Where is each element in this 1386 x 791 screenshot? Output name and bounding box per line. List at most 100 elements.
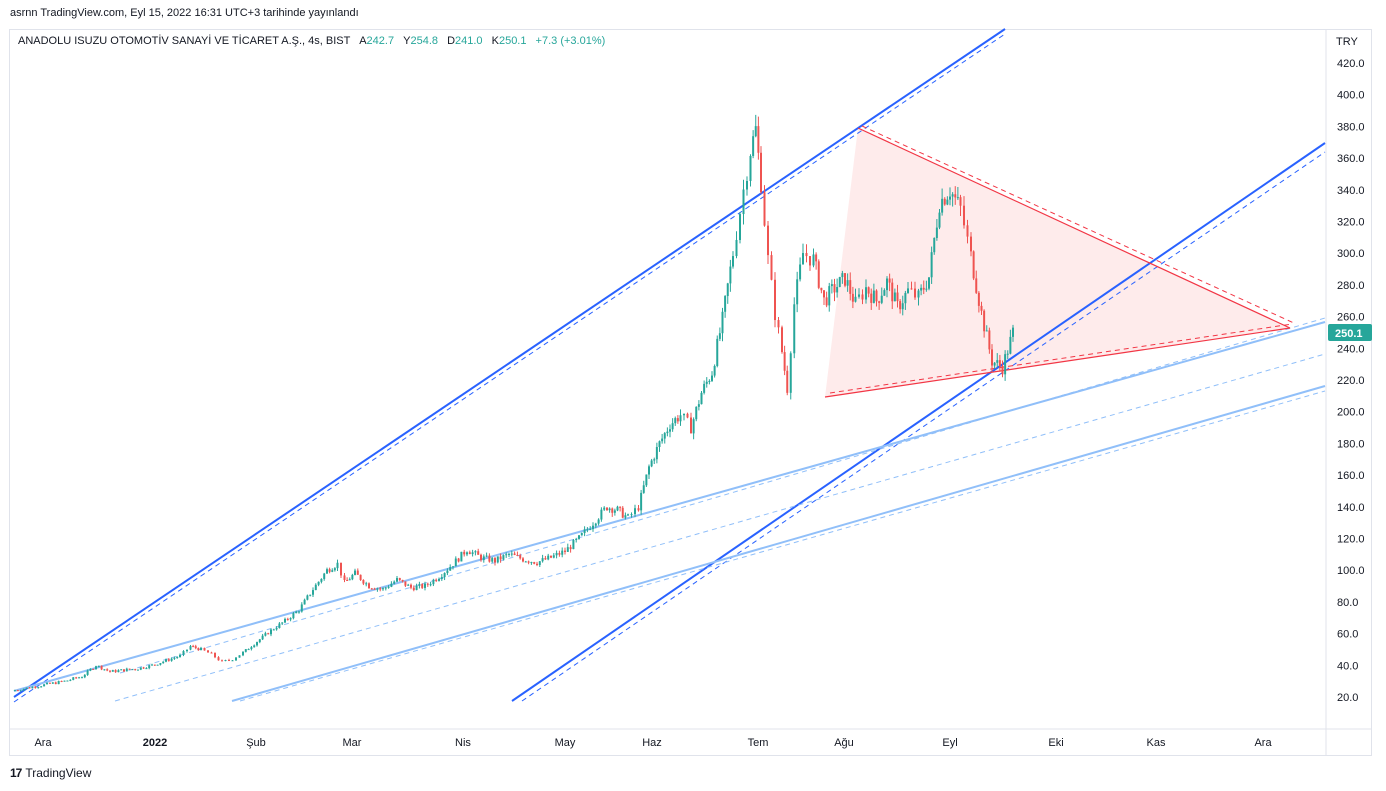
candle-body [695,406,698,420]
candle-body [440,577,443,580]
upper-trendline[interactable] [13,28,1006,698]
candle-body [524,561,527,563]
candle-body [703,383,706,393]
candle-body [40,686,43,688]
candle-body [988,330,991,350]
candle-body [111,670,114,672]
tradingview-brand[interactable]: 17 TradingView [10,766,91,780]
candle-body [69,679,72,681]
triangle-lower-line[interactable] [824,327,1291,398]
candle-body [435,579,438,581]
trendline-drawings[interactable] [13,28,1326,703]
candle-body [97,665,100,667]
candle-body [854,296,857,302]
channel-upper-line[interactable] [13,321,1326,692]
candle-body [858,294,860,297]
candle-body [244,649,247,652]
candle-body [928,277,930,289]
candle-body [396,578,398,582]
time-tick-label: Ara [34,737,52,749]
candle-body [460,551,463,562]
candle-body [312,590,314,595]
candle-body [151,664,153,666]
price-tick-label: 180.0 [1337,438,1365,450]
candle-body [272,629,275,631]
candle-body [235,657,237,661]
candle-body [491,558,494,562]
candle-body [621,507,624,518]
candle-body [401,579,404,582]
candle-body [983,310,986,332]
price-axis[interactable]: 420.0 400.0 380.0 360.0 340.0 320.0 300.0 280.0… [1337,58,1365,704]
candle-body [326,569,328,574]
candle-body [708,380,711,382]
candle-body [323,573,326,579]
candle-body [103,669,106,671]
candle-body [128,668,131,670]
candle-body [320,578,323,582]
time-tick-label: Haz [642,737,662,749]
candle-body [533,562,536,564]
price-tick-label: 360.0 [1337,153,1365,165]
price-tick-label: 340.0 [1337,185,1365,197]
candle-body [949,196,951,200]
open-label: A [359,35,367,47]
candle-body [264,633,267,636]
candle-body [812,254,815,266]
candle-body [106,669,109,671]
candle-body [757,126,760,153]
support-trendline[interactable] [511,142,1326,702]
candle-body [875,290,878,302]
candle-body [238,655,241,658]
candle-body [925,288,928,290]
candle-body [176,657,179,659]
candle-body [270,629,272,635]
candle-body [739,214,741,240]
candle-body [72,677,75,680]
candle-body [317,581,320,585]
candle-body [452,566,454,568]
candle-body [586,529,589,531]
time-axis[interactable]: Ara 2022 Şub Mar Nis May Haz Tem Ağu Eyl Eki Kas Ara [34,737,1272,749]
candle-body [463,551,466,555]
candle-body [354,570,356,575]
candle-body [162,661,165,664]
candle-body [117,670,120,673]
candle-body [179,654,181,658]
candle-body [922,287,925,290]
candle-body [941,198,944,213]
candle-body [502,555,505,560]
candle-body [496,556,499,563]
candle-body [37,687,40,689]
candle-body [454,558,457,567]
candle-body [1004,354,1007,375]
candle-body [886,278,888,291]
candle-body [508,553,510,555]
candle-body [446,570,449,574]
candle-body [192,646,195,648]
symbol-legend: ANADOLU ISUZU OTOMOTİV SANAYİ VE TİCARET… [18,35,605,47]
candle-body [426,583,429,585]
candle-body [943,198,946,205]
channel-lower-line[interactable] [231,385,1326,702]
candle-body [415,585,418,591]
candle-body [718,333,721,339]
candle-body [833,284,836,293]
candle-body [343,575,346,580]
candle-body [368,583,370,589]
candle-body [754,126,757,137]
last-price-tag: 250.1 [1328,324,1372,341]
candle-body [575,538,578,540]
candle-body [28,687,31,689]
candle-body [870,293,873,303]
candle-body [505,554,508,556]
triangle-upper-line[interactable] [857,127,1291,329]
candle-body [494,558,496,563]
candle-body [379,588,382,590]
candle-body [247,649,250,651]
chart-frame[interactable] [9,29,1372,756]
candle-body [393,581,396,584]
time-tick-label: 2022 [143,737,167,749]
candle-body [197,648,200,651]
